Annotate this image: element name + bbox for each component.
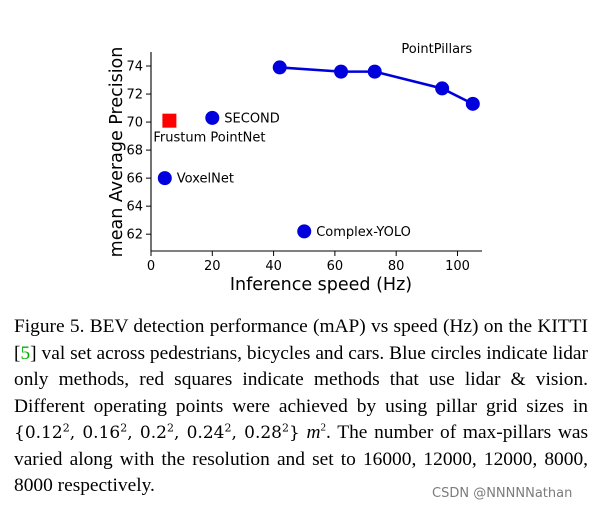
second-label: SECOND	[224, 111, 280, 126]
grid-size-value: 0.24	[186, 423, 225, 443]
pointpillars-point	[435, 81, 450, 96]
chart-series: PointPillars	[272, 42, 480, 111]
caption-suffix: . The number of max-pillars was varied a…	[14, 422, 589, 496]
grid-size-exponent: 2	[120, 421, 128, 435]
chart-points: SECOND Frustum PointNet VoxelNet Complex-YO…	[153, 110, 411, 240]
grid-size-exponent: 2	[282, 421, 289, 435]
grid-size-exponent: 2	[166, 421, 174, 435]
y-tick-label: 62	[126, 228, 143, 243]
x-ticks: 0 20 40 60 80 100	[147, 251, 470, 274]
pointpillars-point	[272, 60, 287, 75]
watermark: CSDN @NNNNNathan	[432, 486, 573, 501]
y-tick-label: 70	[126, 116, 143, 131]
pointpillars-point	[334, 64, 349, 79]
x-tick-label: 0	[147, 259, 155, 274]
y-tick-label: 64	[126, 200, 143, 215]
x-tick-label: 20	[204, 259, 221, 274]
pointpillars-point	[465, 96, 480, 111]
x-axis-label: Inference speed (Hz)	[230, 275, 412, 295]
x-tick-label: 40	[265, 259, 282, 274]
chart: 0 20 40 60 80 100 62 64 66 68 70 72 74 PointPillars…	[107, 42, 482, 295]
unit: m	[306, 422, 321, 443]
grid-size-values: 0.122, 0.162, 0.22, 0.242, 0.282	[24, 421, 289, 443]
y-ticks: 62 64 66 68 70 72 74	[126, 60, 151, 243]
voxelnet-marker	[157, 171, 172, 186]
citation-link[interactable]: 5	[20, 342, 31, 364]
frustum-pointnet-label: Frustum PointNet	[153, 131, 265, 146]
chart-axes	[150, 52, 482, 252]
x-tick-label: 60	[327, 259, 344, 274]
y-tick-label: 74	[126, 60, 143, 75]
y-tick-label: 68	[126, 144, 143, 159]
second-marker	[205, 110, 220, 125]
grid-size-value: 0.16	[82, 423, 121, 443]
voxelnet-label: VoxelNet	[177, 172, 234, 187]
complex-yolo-marker	[297, 224, 312, 239]
caption-mid: ] val set across pedestrians, bicycles a…	[14, 342, 588, 417]
grid-size-set: {0.122, 0.162, 0.22, 0.242, 0.282}	[14, 421, 300, 443]
unit-exponent: 2	[320, 421, 327, 434]
grid-size-exponent: 2	[224, 421, 232, 435]
y-axis-label: mean Average Precision	[107, 47, 127, 258]
pointpillars-label: PointPillars	[401, 42, 472, 57]
frustum-pointnet-marker	[162, 113, 177, 128]
grid-size-value: 0.2	[139, 423, 167, 443]
complex-yolo-label: Complex-YOLO	[316, 225, 411, 240]
grid-size-value: 0.12	[24, 423, 63, 443]
grid-size-value: 0.28	[244, 423, 282, 443]
figure-caption: Figure 5. BEV detection performance (mAP…	[14, 314, 588, 500]
x-tick-label: 80	[388, 259, 405, 274]
x-tick-label: 100	[445, 259, 470, 274]
y-tick-label: 72	[126, 88, 143, 103]
y-tick-label: 66	[126, 172, 143, 187]
grid-size-exponent: 2	[62, 421, 70, 435]
pointpillars-point	[367, 64, 382, 79]
caption-prefix: Figure 5. BEV detection performance (mAP…	[14, 316, 588, 364]
